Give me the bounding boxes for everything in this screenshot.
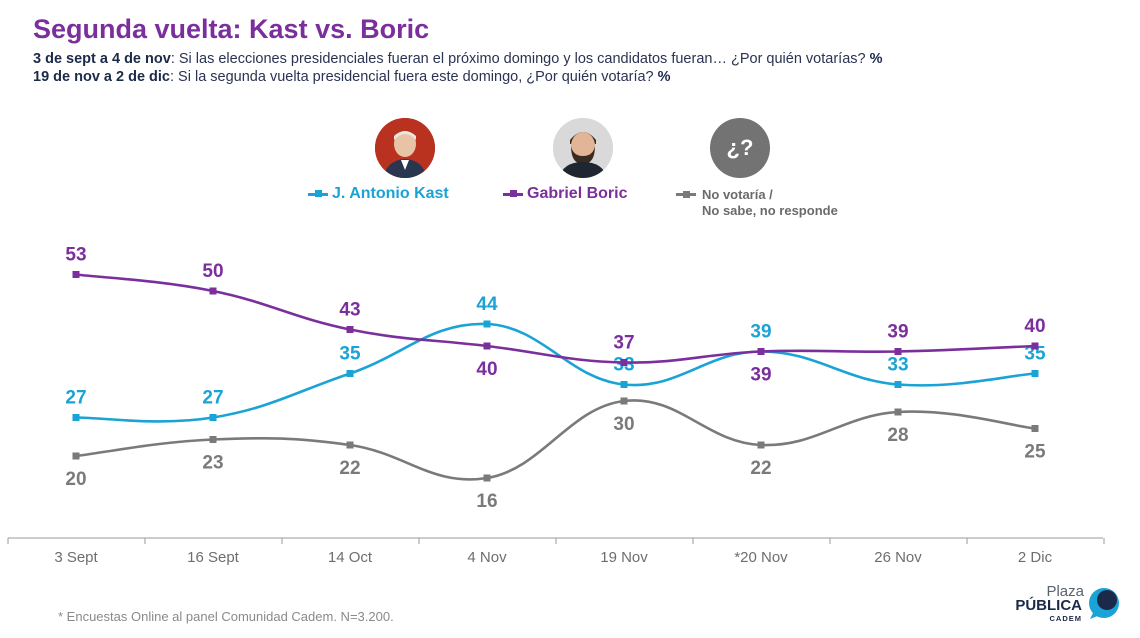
x-tick-label: 19 Nov (600, 549, 648, 566)
point-boric (209, 287, 217, 295)
point-kast (483, 320, 491, 328)
legend-kast-marker (308, 190, 328, 197)
legend-nr-label-2: No sabe, no responde (702, 203, 838, 218)
x-tick-label: 4 Nov (467, 549, 507, 566)
point-boric (483, 342, 491, 350)
data-label-kast: 27 (202, 388, 223, 409)
data-label-boric: 39 (887, 322, 908, 343)
plaza-publica-cadem-logo: Plaza PÚBLICA CADEM (1010, 583, 1128, 623)
legend-nr-label-1: No votaría / (702, 187, 773, 202)
point-nr (1031, 425, 1039, 432)
point-nr (620, 397, 628, 405)
point-boric (72, 271, 80, 278)
unknown-avatar: ¿? (710, 118, 770, 178)
logo-line-2: PÚBLICA (1015, 597, 1082, 614)
kast-avatar (375, 118, 435, 178)
data-label-kast: 35 (1024, 344, 1046, 365)
point-boric (620, 359, 628, 366)
data-label-nr: 22 (339, 458, 360, 479)
point-boric (1031, 342, 1039, 350)
legend-boric-label: Gabriel Boric (527, 185, 628, 202)
point-boric (346, 326, 354, 333)
footnote: * Encuestas Online al panel Comunidad Ca… (58, 609, 394, 624)
point-kast (620, 381, 628, 388)
legend-no-response: No votaría / No sabe, no responde (676, 187, 838, 219)
legend-kast-label: J. Antonio Kast (332, 185, 449, 202)
data-label-boric: 39 (750, 365, 771, 386)
data-label-boric: 53 (65, 245, 86, 266)
boric-avatar (553, 118, 613, 178)
subtitle-line-1: 3 de sept a 4 de nov: Si las elecciones … (33, 51, 883, 67)
subtitle-2-question: : Si la segunda vuelta presidencial fuer… (170, 69, 654, 85)
point-kast (209, 414, 217, 421)
data-label-nr: 28 (887, 425, 908, 446)
legend-kast: J. Antonio Kast (308, 185, 449, 203)
data-label-boric: 50 (202, 261, 223, 282)
point-nr (757, 441, 765, 449)
x-tick-label: 16 Sept (187, 549, 240, 566)
point-kast (346, 370, 354, 377)
data-label-boric: 40 (1024, 316, 1045, 337)
data-label-nr: 20 (65, 469, 86, 490)
logo-bubble-icon (1089, 588, 1119, 619)
legend-nr-marker (676, 190, 696, 198)
data-label-nr: 30 (613, 414, 634, 435)
data-label-boric: 40 (476, 359, 497, 380)
x-tick-label: 2 Dic (1018, 549, 1053, 566)
logo-line-3: CADEM (1049, 614, 1082, 623)
logo-line-1: Plaza (1046, 583, 1084, 600)
point-kast (1031, 370, 1039, 377)
data-label-nr: 23 (202, 453, 223, 474)
data-label-kast: 33 (887, 355, 908, 376)
data-label-boric: 37 (613, 333, 634, 354)
series-line-boric (75, 273, 1036, 364)
x-tick-label: 14 Oct (328, 549, 373, 566)
point-nr (346, 441, 354, 449)
point-boric (894, 348, 902, 355)
data-label-kast: 27 (65, 388, 86, 409)
subtitle-2-unit: % (657, 69, 671, 85)
data-label-kast: 39 (750, 322, 771, 343)
x-tick-label: 26 Nov (874, 549, 922, 566)
point-kast (72, 414, 80, 421)
subtitle-1-dates: 3 de sept a 4 de nov (33, 51, 171, 67)
data-label-kast: 44 (476, 294, 498, 315)
point-nr (894, 408, 902, 416)
line-chart: 3 Sept 16 Sept 14 Oct 4 Nov 19 Nov *20 Nov 26 … (7, 245, 1105, 566)
data-label-kast: 35 (339, 344, 361, 365)
subtitle-1-question: : Si las elecciones presidenciales fuera… (170, 51, 866, 67)
data-label-boric: 43 (339, 300, 360, 321)
data-label-nr: 16 (476, 491, 497, 512)
subtitle-1-unit: % (869, 51, 883, 67)
point-nr (72, 452, 80, 460)
x-tick-label: 3 Sept (54, 549, 98, 566)
point-boric (757, 348, 765, 355)
series-line-kast (75, 322, 1036, 423)
chart-title: Segunda vuelta: Kast vs. Boric (33, 14, 430, 44)
legend-boric: Gabriel Boric (503, 185, 627, 203)
subtitle-2-dates: 19 de nov a 2 de dic (33, 69, 170, 85)
x-tick-label: *20 Nov (734, 549, 788, 566)
point-nr (209, 436, 217, 443)
subtitle-line-2: 19 de nov a 2 de dic: Si la segunda vuel… (33, 69, 671, 85)
data-label-nr: 22 (750, 458, 771, 479)
series-line-nr (75, 399, 1036, 481)
legend-boric-marker (503, 190, 523, 197)
data-label-nr: 25 (1024, 442, 1046, 463)
point-nr (483, 474, 491, 482)
point-kast (894, 381, 902, 388)
